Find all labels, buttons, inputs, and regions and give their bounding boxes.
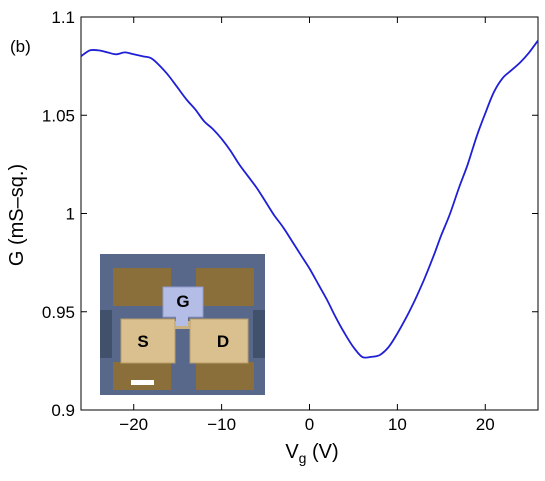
inset-gate-stem [176, 316, 188, 326]
series-line [80, 40, 539, 359]
x-tick-label: −20 [119, 415, 148, 434]
x-tick-label: −10 [207, 415, 236, 434]
inset-pad [100, 310, 112, 358]
x-axis-title: Vg (V) [285, 441, 338, 466]
x-tick-label: 20 [476, 415, 495, 434]
y-tick-label: 1.1 [51, 8, 75, 27]
inset-pad [196, 362, 254, 390]
x-axis-title-subscript: g [299, 450, 307, 466]
y-axis-ticks: 0.9 0.95 1 1.05 1.1 [42, 8, 538, 420]
y-axis-title: G (mS–sq.) [6, 164, 28, 266]
y-tick-label: 1.05 [42, 106, 75, 125]
inset-source-electrode [120, 318, 176, 364]
inset-pad [113, 362, 171, 390]
inset-micrograph: G S D [100, 254, 265, 395]
x-tick-label: 10 [388, 415, 407, 434]
inset-scale-bar [131, 380, 154, 385]
x-axis-title-unit: (V) [306, 441, 338, 463]
inset-gate-label: G [176, 292, 189, 311]
y-tick-label: 0.9 [51, 401, 75, 420]
x-tick-label: 0 [305, 415, 314, 434]
inset-drain-label: D [217, 332, 229, 351]
panel-label: (b) [10, 37, 31, 56]
x-axis-title-main: V [285, 441, 299, 463]
inset-gate-electrode [162, 286, 204, 318]
inset-drain-electrode [189, 318, 249, 364]
y-tick-label: 0.95 [42, 303, 75, 322]
inset-pad [196, 268, 254, 306]
inset-pad [113, 268, 171, 306]
inset-source-label: S [137, 332, 148, 351]
y-tick-label: 1 [66, 205, 75, 224]
x-axis-ticks: −20 −10 0 10 20 [119, 17, 495, 434]
inset-pad [253, 310, 265, 358]
